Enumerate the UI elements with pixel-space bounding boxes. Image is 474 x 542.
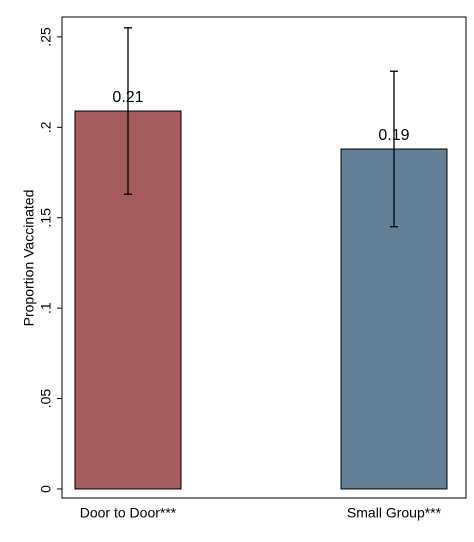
y-tick-label: 0 [38, 485, 54, 493]
y-tick-label: .1 [38, 302, 54, 314]
value-label: 0.19 [378, 127, 409, 144]
value-label: 0.21 [112, 89, 143, 106]
plot-frame [61, 16, 467, 499]
y-tick-label: .15 [38, 208, 54, 228]
y-tick-label: .2 [38, 121, 54, 133]
y-tick-label: .05 [38, 389, 54, 409]
y-axis-label: Proportion Vaccinated [21, 190, 37, 327]
y-tick-label: .25 [38, 27, 54, 47]
x-tick-label: Small Group*** [347, 505, 442, 521]
x-tick-label: Door to Door*** [80, 505, 177, 521]
